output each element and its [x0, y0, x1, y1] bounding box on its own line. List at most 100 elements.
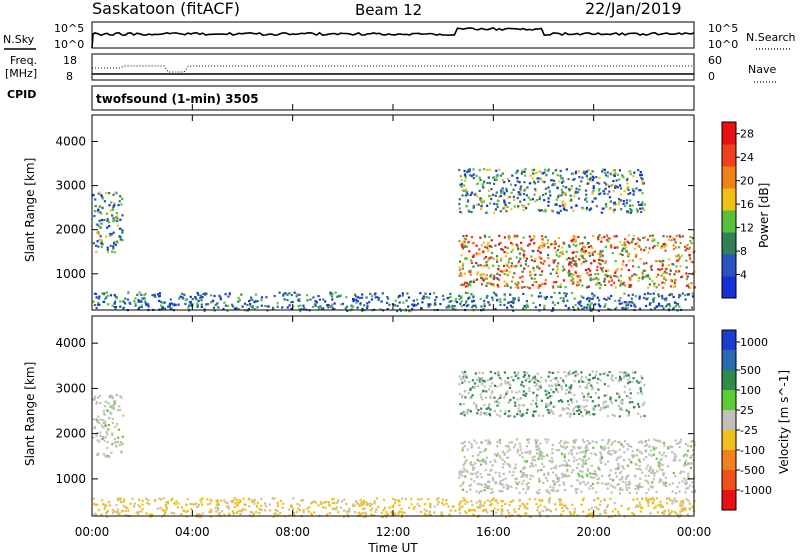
data-cell	[143, 297, 146, 300]
data-cell	[355, 301, 358, 304]
data-cell	[463, 173, 467, 176]
data-cell	[106, 219, 109, 222]
data-cell	[499, 300, 502, 303]
data-cell	[187, 306, 190, 309]
data-cell	[535, 399, 538, 402]
data-cell	[573, 178, 576, 181]
data-cell	[526, 304, 529, 307]
data-cell	[529, 270, 532, 273]
data-cell	[565, 292, 568, 295]
data-cell	[619, 184, 622, 187]
data-cell	[548, 501, 551, 504]
data-cell	[580, 247, 584, 250]
data-cell	[496, 508, 499, 511]
data-cell	[464, 460, 467, 463]
data-cell	[501, 490, 504, 493]
data-cell	[497, 243, 500, 246]
data-cell	[589, 177, 592, 181]
data-cell	[638, 458, 641, 461]
data-cell	[575, 204, 578, 207]
y-tick-label: 4000	[55, 336, 86, 350]
data-cell	[522, 208, 525, 212]
data-cell	[681, 235, 684, 238]
data-cell	[546, 242, 549, 245]
data-cell	[253, 307, 256, 310]
data-cell	[576, 466, 579, 470]
data-cell	[604, 174, 608, 177]
data-cell	[459, 272, 462, 275]
data-cell	[624, 238, 627, 241]
data-cell	[590, 245, 593, 248]
data-cell	[461, 381, 464, 384]
data-cell	[333, 308, 336, 311]
data-cell	[375, 508, 378, 511]
data-cell	[674, 301, 677, 305]
data-cell	[336, 295, 339, 298]
data-cell	[588, 373, 591, 376]
data-cell	[534, 385, 537, 388]
data-cell	[503, 396, 506, 399]
data-cell	[102, 418, 105, 422]
data-cell	[110, 451, 113, 454]
data-cell	[543, 171, 546, 174]
data-cell	[552, 486, 555, 489]
data-cell	[550, 467, 553, 470]
data-cell	[533, 281, 536, 284]
data-cell	[484, 448, 487, 451]
data-cell	[333, 502, 336, 505]
data-cell	[595, 283, 598, 286]
data-cell	[586, 306, 589, 309]
data-cell	[317, 295, 320, 298]
data-cell	[675, 492, 678, 495]
data-cell	[102, 421, 105, 424]
data-cell	[684, 509, 687, 512]
data-cell	[659, 305, 662, 308]
data-cell	[368, 301, 371, 304]
data-cell	[646, 480, 649, 483]
data-cell	[533, 260, 536, 263]
data-cell	[466, 292, 469, 295]
data-cell	[569, 412, 573, 416]
data-cell	[160, 498, 163, 501]
data-cell	[485, 456, 488, 459]
data-cell	[657, 241, 660, 245]
data-cell	[642, 236, 645, 240]
data-cell	[465, 305, 469, 308]
data-cell	[525, 194, 528, 197]
data-cell	[99, 431, 102, 434]
data-cell	[448, 300, 451, 303]
data-cell	[556, 371, 560, 374]
data-cell	[644, 450, 647, 453]
data-cell	[629, 397, 632, 400]
data-cell	[506, 456, 509, 459]
data-cell	[543, 296, 546, 299]
data-cell	[533, 455, 536, 458]
data-cell	[580, 411, 583, 414]
data-cell	[471, 394, 474, 397]
data-cell	[513, 371, 516, 374]
data-cell	[568, 261, 571, 264]
data-cell	[477, 453, 480, 456]
data-cell	[492, 276, 495, 279]
data-cell	[205, 292, 208, 295]
data-cell	[630, 284, 633, 287]
data-cell	[655, 275, 658, 279]
data-cell	[571, 503, 574, 506]
data-cell	[369, 292, 372, 295]
data-cell	[486, 282, 489, 285]
data-cell	[555, 476, 558, 479]
data-cell	[476, 271, 479, 274]
colorbar-tick-label: 1000	[740, 336, 768, 349]
data-cell	[525, 512, 528, 515]
data-cell	[105, 504, 108, 507]
data-cell	[671, 499, 674, 502]
data-cell	[302, 304, 305, 307]
data-cell	[264, 505, 267, 508]
data-cell	[597, 238, 600, 241]
data-cell	[603, 235, 606, 239]
data-cell	[382, 498, 386, 501]
data-cell	[528, 235, 531, 238]
data-cell	[464, 194, 467, 197]
data-cell	[480, 450, 483, 454]
